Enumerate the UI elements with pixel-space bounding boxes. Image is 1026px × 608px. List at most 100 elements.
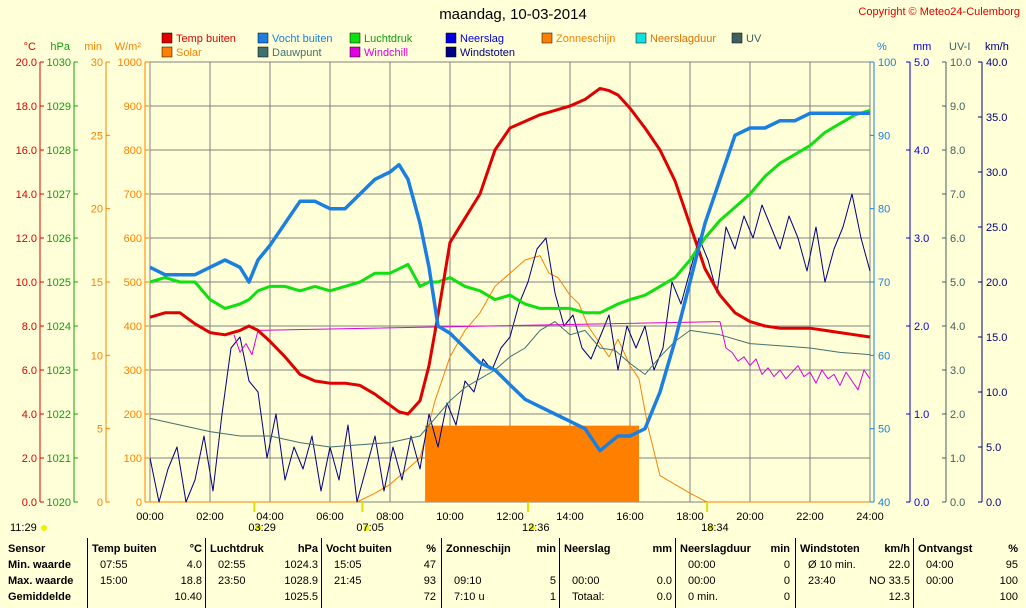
stats-header-unit: min [770, 543, 790, 555]
stats-header: Luchtdruk [210, 543, 264, 555]
left-axis-unit: °C [24, 41, 36, 53]
right-axis-tick-label: 20.0 [986, 277, 1007, 289]
right-axis-tick-label: 40 [878, 497, 890, 509]
right-axis-tick-label: 2.0 [914, 321, 929, 333]
stats-cell-value: 1025.5 [284, 591, 318, 603]
left-axis-tick-label: 400 [124, 321, 142, 333]
stats-cell-label: 02:55 [218, 559, 246, 571]
stats-cell-value: 100 [999, 575, 1018, 587]
x-tick-label: 16:00 [616, 511, 644, 523]
x-tick-label: 02:00 [196, 511, 224, 523]
legend-label: Windchill [364, 47, 408, 59]
stats-divider [913, 538, 914, 608]
legend-swatch [541, 32, 553, 44]
x-tick-label: 06:00 [316, 511, 344, 523]
stats-cell-value: 100 [999, 591, 1018, 603]
stats-header-unit: % [1008, 543, 1018, 555]
stats-cell-value: 0 [783, 575, 790, 587]
right-axis-tick-label: 4.0 [950, 321, 965, 333]
legend-label: Solar [176, 47, 202, 59]
stats-cell-value: 10.40 [174, 591, 202, 603]
right-axis-tick-label: 25.0 [986, 222, 1007, 234]
stats-divider [795, 538, 796, 608]
stats-cell-label: 00:00 [572, 575, 600, 587]
left-axis-tick-label: 1025 [47, 277, 71, 289]
right-axis-tick-label: 35.0 [986, 112, 1007, 124]
series-line-dauwpunt [149, 321, 871, 448]
right-axis-tick-label: 8.0 [950, 145, 965, 157]
stats-cell-label: 23:50 [218, 575, 246, 587]
legend-swatch [257, 32, 269, 44]
stats-cell-label: Max. waarde [8, 575, 74, 587]
right-axis-tick-label: 70 [878, 277, 890, 289]
left-axis-tick-label: 30 [91, 57, 103, 69]
sun-marker-label: 11:29 [10, 522, 37, 534]
sun-icon [529, 525, 535, 531]
stats-header-unit: km/h [884, 543, 910, 555]
left-axis-tick-label: 2.0 [22, 453, 37, 465]
stats-cell-label: 00:00 [688, 559, 716, 571]
stats-cell-value: 22.0 [888, 559, 910, 571]
stats-cell-label: 00:00 [926, 575, 954, 587]
stats-header: Neerslag [564, 543, 611, 555]
right-axis-tick-label: 6.0 [950, 233, 965, 245]
legend-label: Luchtdruk [364, 33, 413, 45]
legend-swatch [731, 32, 743, 44]
left-axis-tick-label: 1021 [47, 453, 71, 465]
stats-cell-label: 15:00 [100, 575, 128, 587]
left-axis-tick-label: 8.0 [22, 321, 37, 333]
stats-header: Sensor [8, 543, 46, 555]
stats-header-unit: min [536, 543, 556, 555]
right-axis-tick-label: 5.0 [914, 57, 929, 69]
sun-marker-label: 03:29 [248, 522, 276, 534]
copyright: Copyright © Meteo24-Culemborg [858, 6, 1020, 18]
right-axis-tick-label: 7.0 [950, 189, 965, 201]
left-axis-tick-label: 18.0 [16, 101, 37, 113]
x-tick-label: 10:00 [436, 511, 464, 523]
left-axis-tick-label: 1020 [47, 497, 71, 509]
left-axis-tick-label: 1028 [47, 145, 71, 157]
left-axis-tick-label: 600 [124, 233, 142, 245]
sun-icon [41, 525, 47, 531]
legend-label: Neerslag [460, 33, 504, 45]
stats-cell-value: 12.3 [888, 591, 910, 603]
legend-swatch [635, 32, 647, 44]
right-axis-tick-label: 50 [878, 424, 890, 436]
x-tick-label: 20:00 [736, 511, 764, 523]
stats-divider [205, 538, 206, 608]
stats-cell-label: 00:00 [688, 575, 716, 587]
right-axis-tick-label: 90 [878, 130, 890, 142]
stats-header: Ontvangst [918, 543, 973, 555]
left-axis-tick-label: 700 [124, 189, 142, 201]
left-axis-tick-label: 5 [97, 424, 103, 436]
left-axis-tick-label: 10.0 [16, 277, 37, 289]
series-line-vocht-buiten [149, 111, 870, 453]
right-axis-tick-label: 80 [878, 204, 890, 216]
sun-marker-label: 12:36 [522, 522, 550, 534]
left-axis-tick-label: 1026 [47, 233, 71, 245]
stats-cell-label: 23:40 [808, 575, 836, 587]
right-axis-tick-label: 1.0 [914, 409, 929, 421]
left-axis-tick-label: 1029 [47, 101, 71, 113]
stats-cell-label: 15:05 [334, 559, 362, 571]
stats-cell-value: 93 [423, 575, 436, 587]
legend-label: Neerslagduur [650, 33, 716, 45]
left-axis-tick-label: 16.0 [16, 145, 37, 157]
x-tick-label: 12:00 [496, 511, 524, 523]
legend-swatch [445, 32, 457, 44]
stats-cell-value: 18.8 [180, 575, 202, 587]
right-axis-tick-label: 5.0 [986, 442, 1001, 454]
stats-cell-value: 1024.3 [284, 559, 318, 571]
series-line-temp-buiten [149, 86, 871, 416]
stats-divider [87, 538, 88, 608]
sun-marker-label: 07:05 [356, 522, 384, 534]
sun-icon [708, 525, 715, 531]
right-axis-unit: km/h [985, 41, 1009, 53]
left-axis-tick-label: 0.0 [22, 497, 37, 509]
right-axis-tick-label: 15.0 [986, 332, 1007, 344]
right-axis-tick-label: 40.0 [986, 57, 1007, 69]
stats-cell-value: 1 [549, 591, 556, 603]
x-tick-label: 04:00 [256, 511, 284, 523]
legend-label: Vocht buiten [272, 33, 333, 45]
stats-table: Sensor Min. waarde Max. waarde Gemiddelde Te… [0, 538, 1026, 608]
